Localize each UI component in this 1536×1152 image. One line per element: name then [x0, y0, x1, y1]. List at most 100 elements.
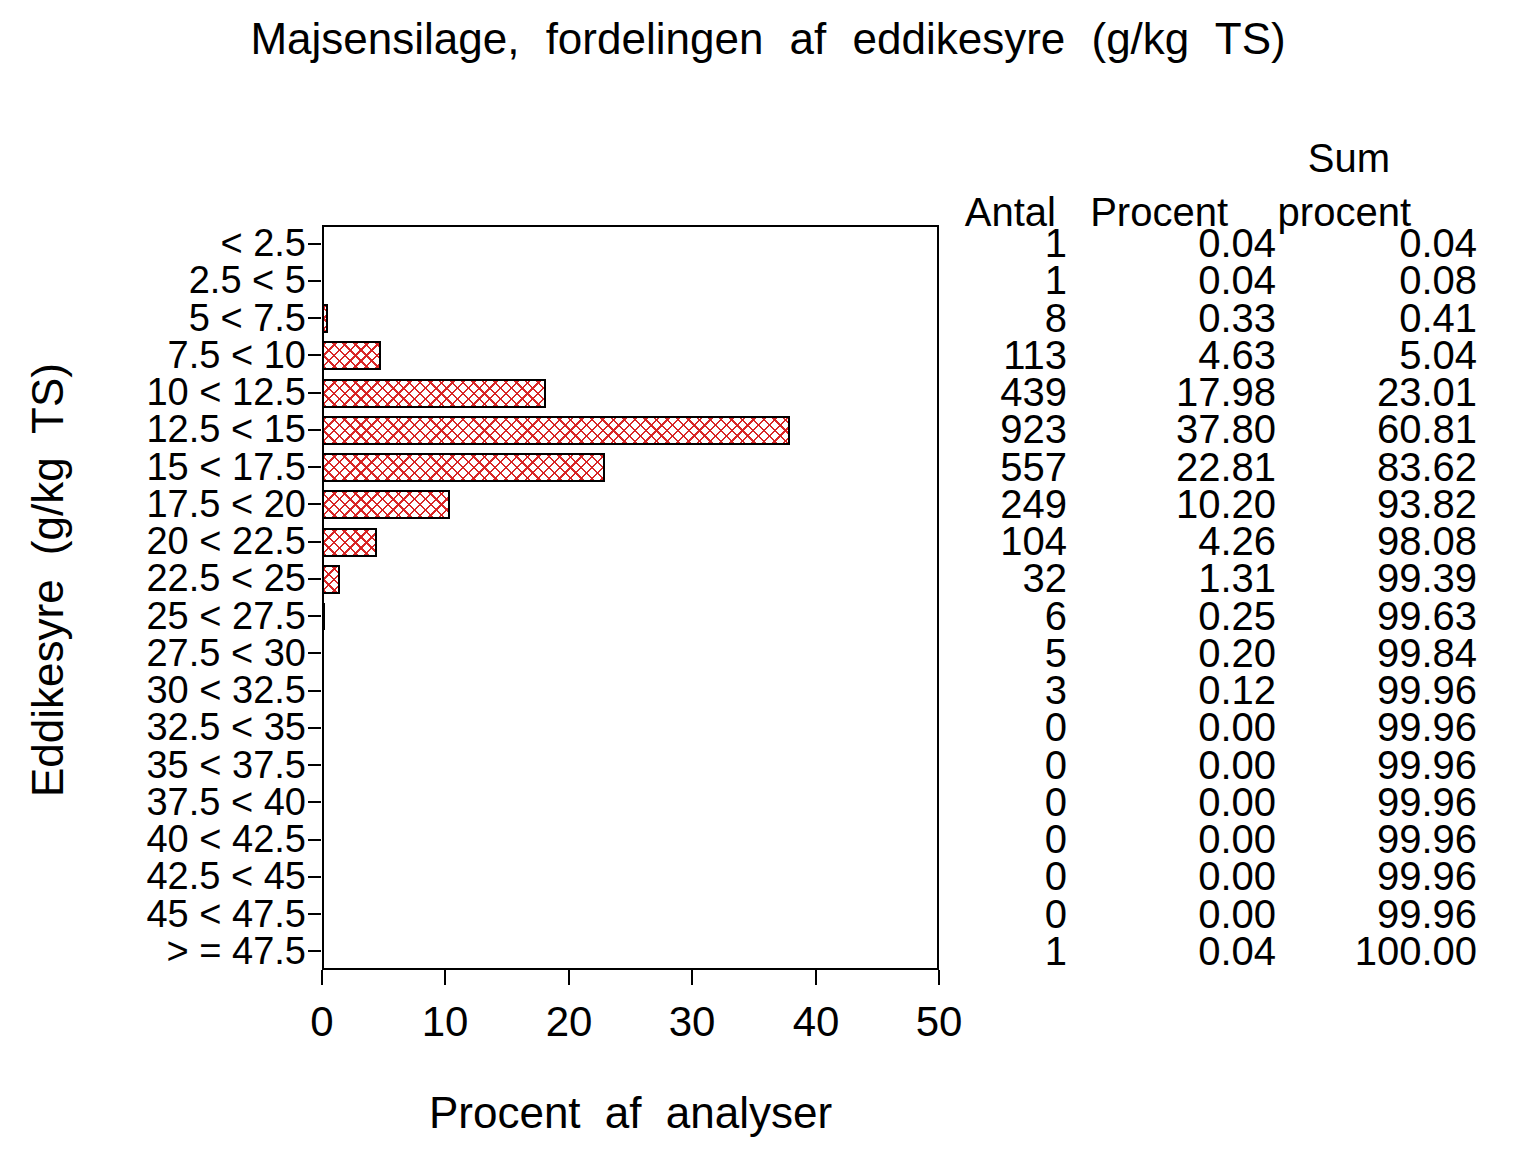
table-cell-antal: 5 — [1045, 635, 1067, 672]
table-cell-sum: 99.96 — [1377, 821, 1477, 858]
table-cell-sum: 23.01 — [1377, 374, 1477, 411]
y-category-label: 17.5 < 20 — [46, 486, 306, 523]
table-cell-procent: 1.31 — [1198, 560, 1276, 597]
y-axis-tick — [308, 652, 321, 654]
table-cell-antal: 0 — [1045, 821, 1067, 858]
y-axis-tick — [308, 876, 321, 878]
y-category-label: 40 < 42.5 — [46, 821, 306, 858]
x-axis-tick-label: 30 — [652, 998, 732, 1046]
y-category-label: 5 < 7.5 — [46, 300, 306, 337]
y-axis-tick — [308, 690, 321, 692]
y-axis-tick — [308, 950, 321, 952]
table-cell-antal: 0 — [1045, 784, 1067, 821]
bar — [322, 231, 324, 258]
table-cell-antal: 439 — [1000, 374, 1067, 411]
table-cell-sum: 60.81 — [1377, 411, 1477, 448]
bar — [322, 678, 324, 705]
y-category-label: 35 < 37.5 — [46, 747, 306, 784]
y-category-label: 7.5 < 10 — [46, 337, 306, 374]
table-cell-antal: 3 — [1045, 672, 1067, 709]
table-cell-procent: 0.04 — [1198, 262, 1276, 299]
table-cell-sum: 99.96 — [1377, 672, 1477, 709]
table-cell-sum: 93.82 — [1377, 486, 1477, 523]
table-cell-antal: 32 — [1023, 560, 1068, 597]
bar — [322, 938, 324, 965]
y-axis-tick — [308, 839, 321, 841]
y-category-label: 15 < 17.5 — [46, 449, 306, 486]
y-category-label: 25 < 27.5 — [46, 598, 306, 635]
table-cell-procent: 4.63 — [1198, 337, 1276, 374]
table-cell-sum: 99.63 — [1377, 598, 1477, 635]
bar — [322, 379, 546, 408]
table-cell-procent: 0.00 — [1198, 784, 1276, 821]
table-cell-sum: 0.08 — [1399, 262, 1477, 299]
table-cell-procent: 0.25 — [1198, 598, 1276, 635]
y-category-label: < 2.5 — [46, 225, 306, 262]
table-cell-antal: 249 — [1000, 486, 1067, 523]
y-category-label: 37.5 < 40 — [46, 784, 306, 821]
table-cell-antal: 104 — [1000, 523, 1067, 560]
bar — [322, 603, 325, 630]
table-cell-antal: 113 — [1003, 337, 1067, 374]
y-category-label: 12.5 < 15 — [46, 411, 306, 448]
y-axis-tick — [308, 466, 321, 468]
y-category-label: 45 < 47.5 — [46, 896, 306, 933]
y-category-label: 10 < 12.5 — [46, 374, 306, 411]
table-cell-antal: 0 — [1045, 896, 1067, 933]
table-cell-sum: 99.96 — [1377, 747, 1477, 784]
y-axis-tick — [308, 429, 321, 431]
table-cell-sum: 0.41 — [1399, 300, 1477, 337]
y-axis-tick — [308, 392, 321, 394]
bar — [322, 268, 324, 295]
y-axis-tick — [308, 317, 321, 319]
y-category-label: > = 47.5 — [46, 933, 306, 970]
y-category-label: 42.5 < 45 — [46, 858, 306, 895]
x-axis-tick — [444, 970, 446, 985]
table-cell-procent: 0.00 — [1198, 821, 1276, 858]
y-axis-tick — [308, 354, 321, 356]
table-cell-antal: 557 — [1000, 449, 1067, 486]
y-category-label: 2.5 < 5 — [46, 262, 306, 299]
table-cell-sum: 99.96 — [1377, 784, 1477, 821]
table-cell-sum: 99.96 — [1377, 858, 1477, 895]
y-category-label: 22.5 < 25 — [46, 560, 306, 597]
table-cell-antal: 0 — [1045, 747, 1067, 784]
y-axis-tick — [308, 727, 321, 729]
table-cell-antal: 1 — [1045, 933, 1067, 970]
table-cell-procent: 22.81 — [1176, 449, 1276, 486]
y-axis-tick — [308, 764, 321, 766]
y-axis-tick — [308, 541, 321, 543]
table-cell-antal: 923 — [1000, 411, 1067, 448]
table-cell-antal: 8 — [1045, 300, 1067, 337]
table-cell-antal: 6 — [1045, 598, 1067, 635]
x-axis-tick-label: 20 — [529, 998, 609, 1046]
chart-page: Majsensilage, fordelingen af eddikesyre … — [0, 0, 1536, 1152]
table-cell-sum: 99.96 — [1377, 896, 1477, 933]
y-category-label: 32.5 < 35 — [46, 709, 306, 746]
table-cell-procent: 0.00 — [1198, 709, 1276, 746]
y-axis-tick — [308, 243, 321, 245]
table-cell-procent: 10.20 — [1176, 486, 1276, 523]
table-header-sum-line2: procent — [1278, 192, 1411, 232]
table-cell-procent: 0.00 — [1198, 747, 1276, 784]
bar — [322, 453, 605, 482]
table-cell-sum: 5.04 — [1399, 337, 1477, 374]
y-category-label: 27.5 < 30 — [46, 635, 306, 672]
x-axis-tick-label: 10 — [405, 998, 485, 1046]
x-axis-tick-label: 0 — [282, 998, 362, 1046]
bar — [322, 341, 381, 370]
y-axis-tick — [308, 280, 321, 282]
bar — [322, 304, 328, 333]
y-category-label: 20 < 22.5 — [46, 523, 306, 560]
table-cell-antal: 1 — [1045, 262, 1067, 299]
table-cell-procent: 0.33 — [1198, 300, 1276, 337]
table-cell-sum: 83.62 — [1377, 449, 1477, 486]
table-header-sum-line1: Sum — [1308, 138, 1390, 178]
y-axis-tick — [308, 578, 321, 580]
table-cell-antal: 0 — [1045, 858, 1067, 895]
table-cell-sum: 99.39 — [1377, 560, 1477, 597]
table-cell-sum: 99.96 — [1377, 709, 1477, 746]
chart-title: Majsensilage, fordelingen af eddikesyre … — [0, 14, 1536, 64]
y-axis-tick — [308, 615, 321, 617]
x-axis-tick — [938, 970, 940, 985]
